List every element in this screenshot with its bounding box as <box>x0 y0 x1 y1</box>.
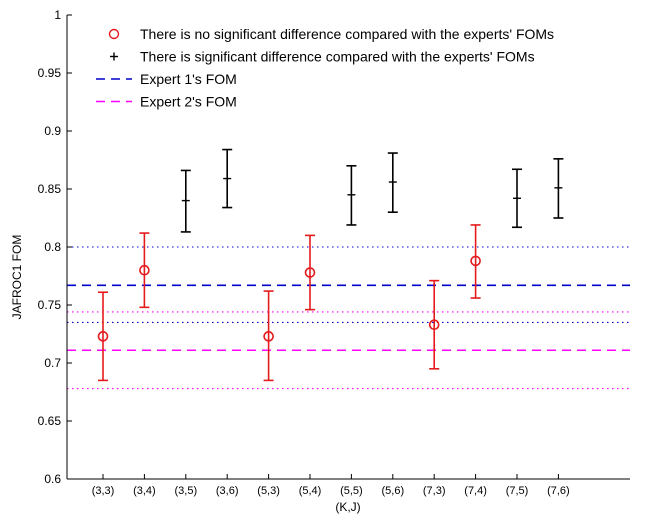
y-tick-label: 0.8 <box>44 240 61 254</box>
x-tick-label: (7,6) <box>547 485 570 497</box>
data-point <box>180 169 191 233</box>
x-tick-label: (7,3) <box>423 485 446 497</box>
x-tick-label: (3,5) <box>174 485 197 497</box>
data-point <box>387 152 398 213</box>
data-point <box>553 158 564 219</box>
x-tick-label: (3,6) <box>216 485 239 497</box>
legend: There is no significant difference compa… <box>96 26 554 110</box>
legend-entry: There is significant difference compared… <box>110 49 535 65</box>
circle-marker <box>97 331 109 342</box>
circle-marker <box>470 255 481 267</box>
x-axis-label: (K,J) <box>335 500 360 514</box>
data-point <box>428 279 440 370</box>
axes: 0.6 0.65 0.7 0.75 0.8 0.85 0.9 0.95 1 (3,3) (3,4) (… <box>38 8 630 497</box>
x-tick-label: (3,3) <box>92 485 115 497</box>
data-point <box>222 148 233 209</box>
circle-marker <box>263 331 274 342</box>
x-tick-label: (3,4) <box>133 485 156 497</box>
y-tick-label: 0.7 <box>44 356 61 370</box>
legend-entry: Expert 1's FOM <box>96 71 237 87</box>
data-point <box>470 224 481 299</box>
legend-entry: There is no significant difference compa… <box>108 26 554 42</box>
x-tick-label: (5,5) <box>340 485 363 497</box>
x-tick-label: (5,6) <box>381 485 404 497</box>
legend-label: There is significant difference compared… <box>140 49 535 65</box>
x-tick-label: (7,4) <box>464 485 487 497</box>
data-point <box>304 234 316 311</box>
x-tick-label: (5,4) <box>299 485 322 497</box>
y-tick-label: 1 <box>54 8 61 22</box>
y-tick-label: 0.75 <box>38 298 62 312</box>
x-tick-label: (7,5) <box>506 485 529 497</box>
data-point <box>139 232 150 309</box>
data-point <box>346 165 357 226</box>
x-tick-label: (5,3) <box>257 485 280 497</box>
legend-label: Expert 1's FOM <box>140 71 237 87</box>
legend-entry: Expert 2's FOM <box>96 94 237 110</box>
data-marks <box>97 148 564 382</box>
circle-marker <box>304 267 316 278</box>
legend-label: There is no significant difference compa… <box>140 26 554 42</box>
y-tick-label: 0.65 <box>38 414 62 428</box>
y-tick-label: 0.85 <box>38 182 62 196</box>
reference-lines <box>67 246 630 390</box>
data-point <box>512 168 522 229</box>
y-axis-label: JAFROC1 FOM <box>10 235 24 320</box>
y-tick-label: 0.95 <box>38 66 62 80</box>
y-tick-label: 0.9 <box>44 124 61 138</box>
circle-marker <box>139 264 150 276</box>
legend-circle-marker <box>108 28 120 40</box>
data-point <box>263 290 274 382</box>
data-point <box>97 291 109 382</box>
y-tick-label: 0.6 <box>44 472 61 486</box>
legend-label: Expert 2's FOM <box>140 94 237 110</box>
circle-marker <box>428 319 440 331</box>
